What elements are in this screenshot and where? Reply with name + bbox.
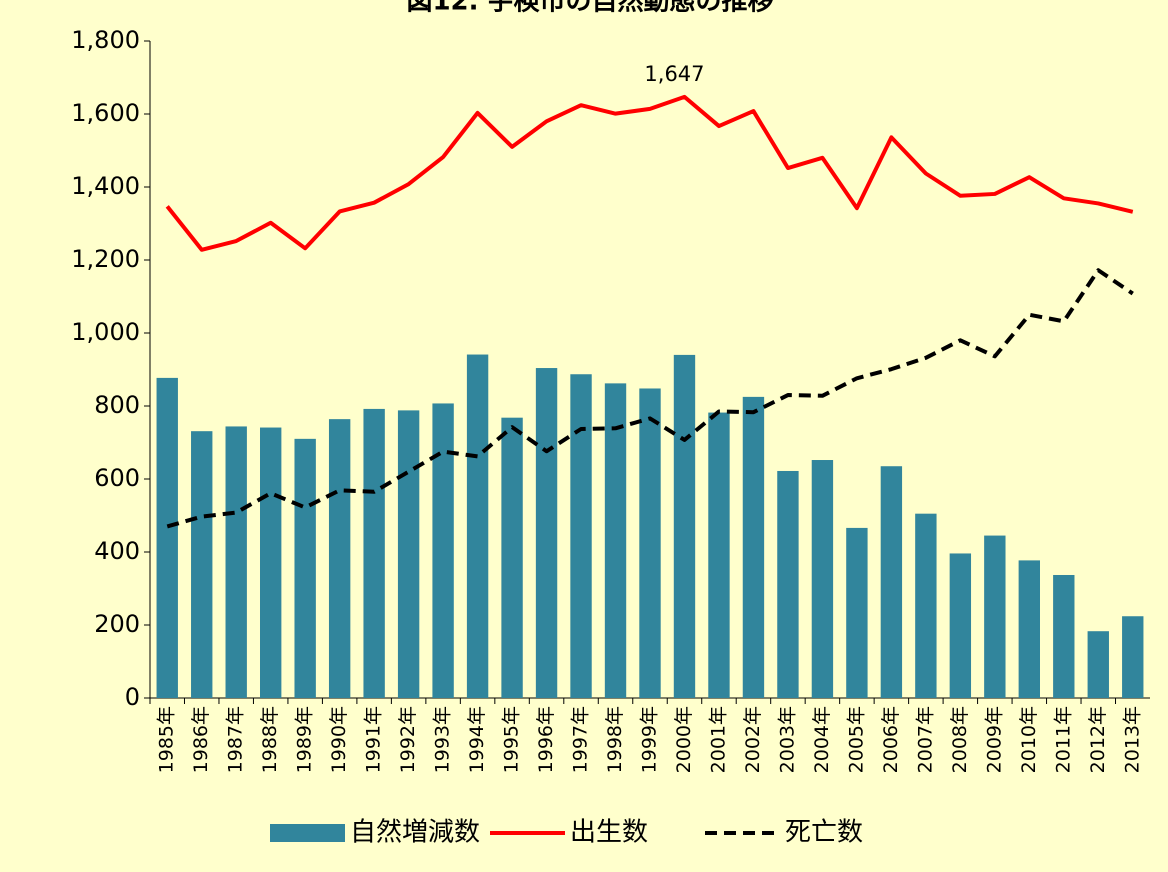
bar bbox=[397, 410, 420, 698]
bar bbox=[949, 553, 972, 698]
x-tick-label: 1997年 bbox=[570, 706, 592, 773]
y-tick-label: 1,400 bbox=[71, 172, 140, 200]
bar bbox=[604, 383, 627, 698]
legend-label: 自然増減数 bbox=[350, 818, 480, 848]
chart-title: 図12. 宇検市の自然動態の推移 bbox=[406, 0, 773, 17]
x-tick-label: 2009年 bbox=[983, 706, 1005, 773]
x-tick-label: 2007年 bbox=[914, 706, 936, 773]
y-tick-label: 0 bbox=[125, 683, 140, 711]
x-tick-label: 2005年 bbox=[845, 706, 867, 773]
bar bbox=[673, 354, 696, 698]
bar bbox=[1122, 616, 1144, 698]
x-tick-label: 1985年 bbox=[156, 706, 178, 773]
bar bbox=[156, 377, 178, 698]
x-tick-label: 2000年 bbox=[673, 706, 695, 773]
x-tick-label: 2006年 bbox=[880, 706, 902, 773]
bar bbox=[639, 388, 661, 698]
bar bbox=[1087, 631, 1109, 698]
bar bbox=[846, 527, 868, 698]
x-tick-label: 1992年 bbox=[397, 706, 419, 773]
bar bbox=[742, 396, 765, 698]
y-tick-label: 1,200 bbox=[71, 245, 140, 273]
x-tick-label: 1996年 bbox=[535, 706, 557, 773]
x-tick-label: 2004年 bbox=[811, 706, 833, 773]
legend-label: 死亡数 bbox=[785, 818, 863, 848]
y-tick-label: 400 bbox=[94, 537, 140, 565]
y-tick-label: 600 bbox=[94, 464, 140, 492]
x-tick-label: 1989年 bbox=[294, 706, 316, 773]
x-tick-label: 2012年 bbox=[1087, 706, 1109, 773]
bar bbox=[880, 466, 903, 698]
legend-swatch bbox=[270, 824, 345, 842]
x-tick-label: 2008年 bbox=[949, 706, 971, 773]
bar bbox=[466, 354, 489, 698]
y-tick-label: 800 bbox=[94, 391, 140, 419]
x-tick-label: 2001年 bbox=[707, 706, 729, 773]
data-label: 1,647 bbox=[644, 62, 704, 86]
x-tick-label: 1999年 bbox=[639, 706, 661, 773]
bar bbox=[328, 419, 351, 698]
y-tick-label: 200 bbox=[94, 610, 140, 638]
x-tick-label: 1988年 bbox=[259, 706, 281, 773]
x-tick-label: 1994年 bbox=[466, 706, 488, 773]
x-tick-label: 1998年 bbox=[604, 706, 626, 773]
x-tick-label: 1995年 bbox=[501, 706, 523, 773]
x-tick-label: 1990年 bbox=[328, 706, 350, 773]
y-tick-label: 1,600 bbox=[71, 99, 140, 127]
x-tick-label: 2002年 bbox=[742, 706, 764, 773]
x-tick-label: 2013年 bbox=[1121, 706, 1143, 773]
bar bbox=[984, 535, 1006, 698]
bar bbox=[363, 408, 385, 698]
line bbox=[166, 268, 1134, 529]
bar bbox=[570, 374, 592, 698]
y-tick-label: 1,000 bbox=[71, 318, 140, 346]
x-tick-label: 2011年 bbox=[1052, 706, 1074, 773]
x-tick-label: 2010年 bbox=[1018, 706, 1040, 773]
x-tick-label: 1987年 bbox=[225, 706, 247, 773]
bar bbox=[811, 460, 834, 698]
bar bbox=[432, 403, 454, 698]
x-tick-label: 1993年 bbox=[432, 706, 454, 773]
line bbox=[165, 94, 1134, 252]
bar bbox=[225, 426, 247, 698]
bar bbox=[777, 470, 799, 698]
x-tick-label: 1991年 bbox=[363, 706, 385, 773]
bar bbox=[708, 412, 730, 698]
bar bbox=[915, 513, 937, 698]
bar bbox=[501, 417, 523, 698]
x-tick-label: 1986年 bbox=[190, 706, 212, 773]
bar bbox=[1053, 574, 1075, 698]
legend-label: 出生数 bbox=[570, 818, 648, 848]
bar bbox=[191, 431, 213, 698]
bar bbox=[1018, 560, 1040, 698]
bar bbox=[260, 427, 282, 698]
y-tick-label: 1,800 bbox=[71, 26, 140, 54]
bar bbox=[294, 438, 316, 698]
bar bbox=[535, 368, 558, 698]
x-tick-label: 2003年 bbox=[776, 706, 798, 773]
